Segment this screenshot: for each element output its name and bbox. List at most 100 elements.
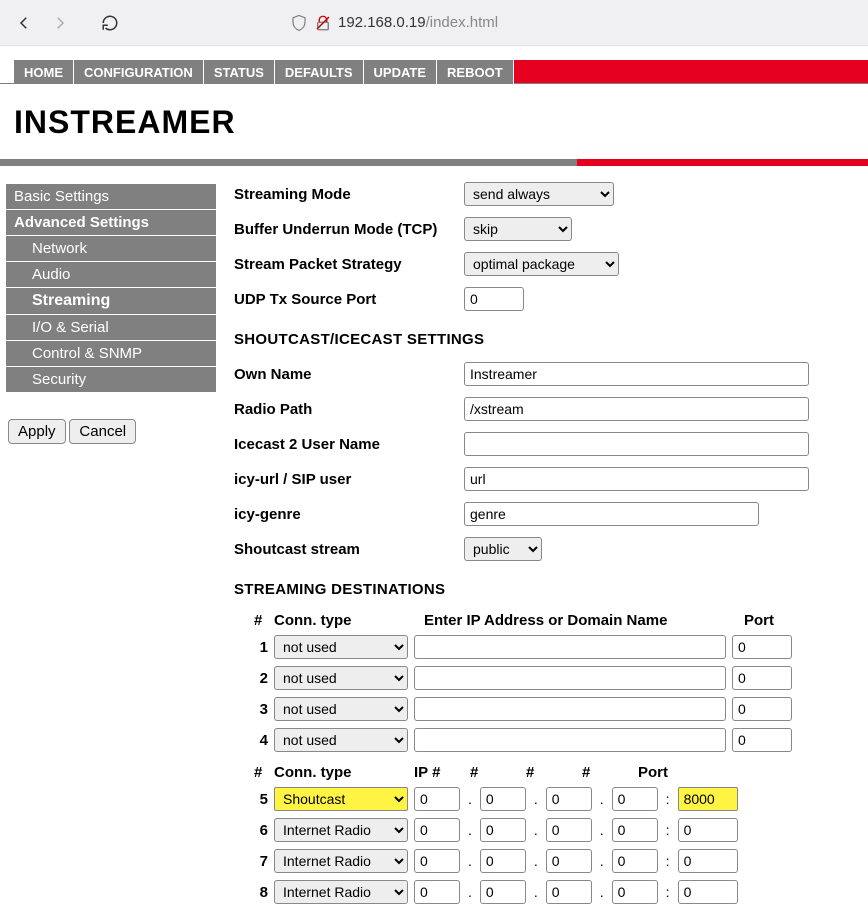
select-conn-type[interactable]: Shoutcast	[274, 787, 408, 811]
input-ip-octet-2[interactable]	[480, 849, 526, 873]
input-dest-ip[interactable]	[414, 666, 726, 690]
tab-update[interactable]: UPDATE	[364, 60, 437, 84]
input-dest-port[interactable]	[678, 787, 738, 811]
input-icy-url[interactable]	[464, 467, 809, 491]
sidebar-item-advanced-settings[interactable]: Advanced Settings	[6, 210, 216, 236]
input-ip-octet-2[interactable]	[480, 880, 526, 904]
sidebar-item-security[interactable]: Security	[6, 367, 216, 393]
dest-row: 7Internet Radio...:	[254, 849, 860, 873]
select-buffer-underrun[interactable]: skip	[464, 217, 572, 241]
label-packet-strategy: Stream Packet Strategy	[234, 256, 464, 273]
dest-num: 2	[254, 670, 268, 687]
shield-icon	[290, 13, 308, 31]
address-bar[interactable]: 192.168.0.19/index.html	[290, 13, 860, 31]
dest-row: 5Shoutcast...:	[254, 787, 860, 811]
dest-num: 6	[254, 822, 268, 839]
url-path: /index.html	[426, 14, 499, 31]
input-ip-octet-1[interactable]	[414, 880, 460, 904]
dest-num: 1	[254, 639, 268, 656]
input-ip-octet-3[interactable]	[546, 787, 592, 811]
input-ip-octet-3[interactable]	[546, 880, 592, 904]
select-packet-strategy[interactable]: optimal package	[464, 252, 619, 276]
browser-toolbar: 192.168.0.19/index.html	[0, 0, 868, 46]
section-shoutcast: SHOUTCAST/ICECAST SETTINGS	[234, 331, 860, 348]
reload-button[interactable]	[94, 7, 126, 39]
back-button[interactable]	[8, 7, 40, 39]
input-dest-ip[interactable]	[414, 635, 726, 659]
label-streaming-mode: Streaming Mode	[234, 186, 464, 203]
dest-row: 1 not used	[254, 635, 860, 659]
sidebar-item-streaming[interactable]: Streaming	[6, 288, 216, 315]
select-conn-type[interactable]: not used	[274, 635, 408, 659]
sidebar-item-control-snmp[interactable]: Control & SNMP	[6, 341, 216, 367]
insecure-lock-icon	[314, 13, 332, 31]
page-title: INSTREAMER	[0, 84, 868, 159]
dest-row: 2 not used	[254, 666, 860, 690]
select-conn-type[interactable]: not used	[274, 697, 408, 721]
dest-num: 4	[254, 732, 268, 749]
select-conn-type[interactable]: Internet Radio	[274, 849, 408, 873]
tab-status[interactable]: STATUS	[204, 60, 275, 84]
sidebar-item-basic-settings[interactable]: Basic Settings	[6, 184, 216, 210]
sidebar-item-audio[interactable]: Audio	[6, 262, 216, 288]
tab-defaults[interactable]: DEFAULTS	[275, 60, 364, 84]
cancel-button[interactable]: Cancel	[69, 419, 136, 444]
input-dest-port[interactable]	[732, 666, 792, 690]
dest-num: 8	[254, 884, 268, 901]
input-udp-port[interactable]	[464, 287, 524, 311]
input-ip-octet-4[interactable]	[612, 787, 658, 811]
select-shoutcast-stream[interactable]: public	[464, 537, 542, 561]
tab-reboot[interactable]: REBOOT	[437, 60, 514, 84]
dest-header-1: # Conn. type Enter IP Address or Domain …	[254, 612, 860, 629]
select-conn-type[interactable]: not used	[274, 728, 408, 752]
input-dest-port[interactable]	[732, 728, 792, 752]
label-icy-genre: icy-genre	[234, 506, 464, 523]
input-ip-octet-4[interactable]	[612, 849, 658, 873]
input-radio-path[interactable]	[464, 397, 809, 421]
tab-configuration[interactable]: CONFIGURATION	[74, 60, 204, 84]
input-ip-octet-3[interactable]	[546, 849, 592, 873]
apply-button[interactable]: Apply	[8, 419, 66, 444]
main-panel: Streaming Modesend always Buffer Underru…	[216, 166, 868, 911]
label-radio-path: Radio Path	[234, 401, 464, 418]
input-icecast-user[interactable]	[464, 432, 809, 456]
input-dest-port[interactable]	[678, 818, 738, 842]
label-udp-port: UDP Tx Source Port	[234, 291, 464, 308]
dest-row: 8Internet Radio...:	[254, 880, 860, 904]
input-dest-port[interactable]	[732, 697, 792, 721]
input-ip-octet-1[interactable]	[414, 818, 460, 842]
select-streaming-mode[interactable]: send always	[464, 182, 614, 206]
input-ip-octet-2[interactable]	[480, 787, 526, 811]
label-shoutcast-stream: Shoutcast stream	[234, 541, 464, 558]
label-icy-url: icy-url / SIP user	[234, 471, 464, 488]
input-icy-genre[interactable]	[464, 502, 759, 526]
input-ip-octet-4[interactable]	[612, 880, 658, 904]
input-dest-ip[interactable]	[414, 728, 726, 752]
dest-row: 6Internet Radio...:	[254, 818, 860, 842]
label-buffer-underrun: Buffer Underrun Mode (TCP)	[234, 221, 464, 238]
label-own-name: Own Name	[234, 366, 464, 383]
select-conn-type[interactable]: Internet Radio	[274, 818, 408, 842]
tabbar-accent	[514, 60, 868, 84]
sidebar-item-network[interactable]: Network	[6, 236, 216, 262]
input-own-name[interactable]	[464, 362, 809, 386]
forward-button[interactable]	[44, 7, 76, 39]
select-conn-type[interactable]: Internet Radio	[274, 880, 408, 904]
input-ip-octet-1[interactable]	[414, 849, 460, 873]
input-ip-octet-3[interactable]	[546, 818, 592, 842]
input-dest-ip[interactable]	[414, 697, 726, 721]
dest-num: 3	[254, 701, 268, 718]
input-dest-port[interactable]	[732, 635, 792, 659]
select-conn-type[interactable]: not used	[274, 666, 408, 690]
top-nav: HOMECONFIGURATIONSTATUSDEFAULTSUPDATEREB…	[0, 60, 868, 84]
sidebar-item-i-o-serial[interactable]: I/O & Serial	[6, 315, 216, 341]
input-ip-octet-4[interactable]	[612, 818, 658, 842]
input-ip-octet-1[interactable]	[414, 787, 460, 811]
label-icecast-user: Icecast 2 User Name	[234, 436, 464, 453]
input-dest-port[interactable]	[678, 849, 738, 873]
tab-home[interactable]: HOME	[14, 60, 74, 84]
input-ip-octet-2[interactable]	[480, 818, 526, 842]
dest-row: 3 not used	[254, 697, 860, 721]
input-dest-port[interactable]	[678, 880, 738, 904]
section-destinations: STREAMING DESTINATIONS	[234, 581, 860, 598]
